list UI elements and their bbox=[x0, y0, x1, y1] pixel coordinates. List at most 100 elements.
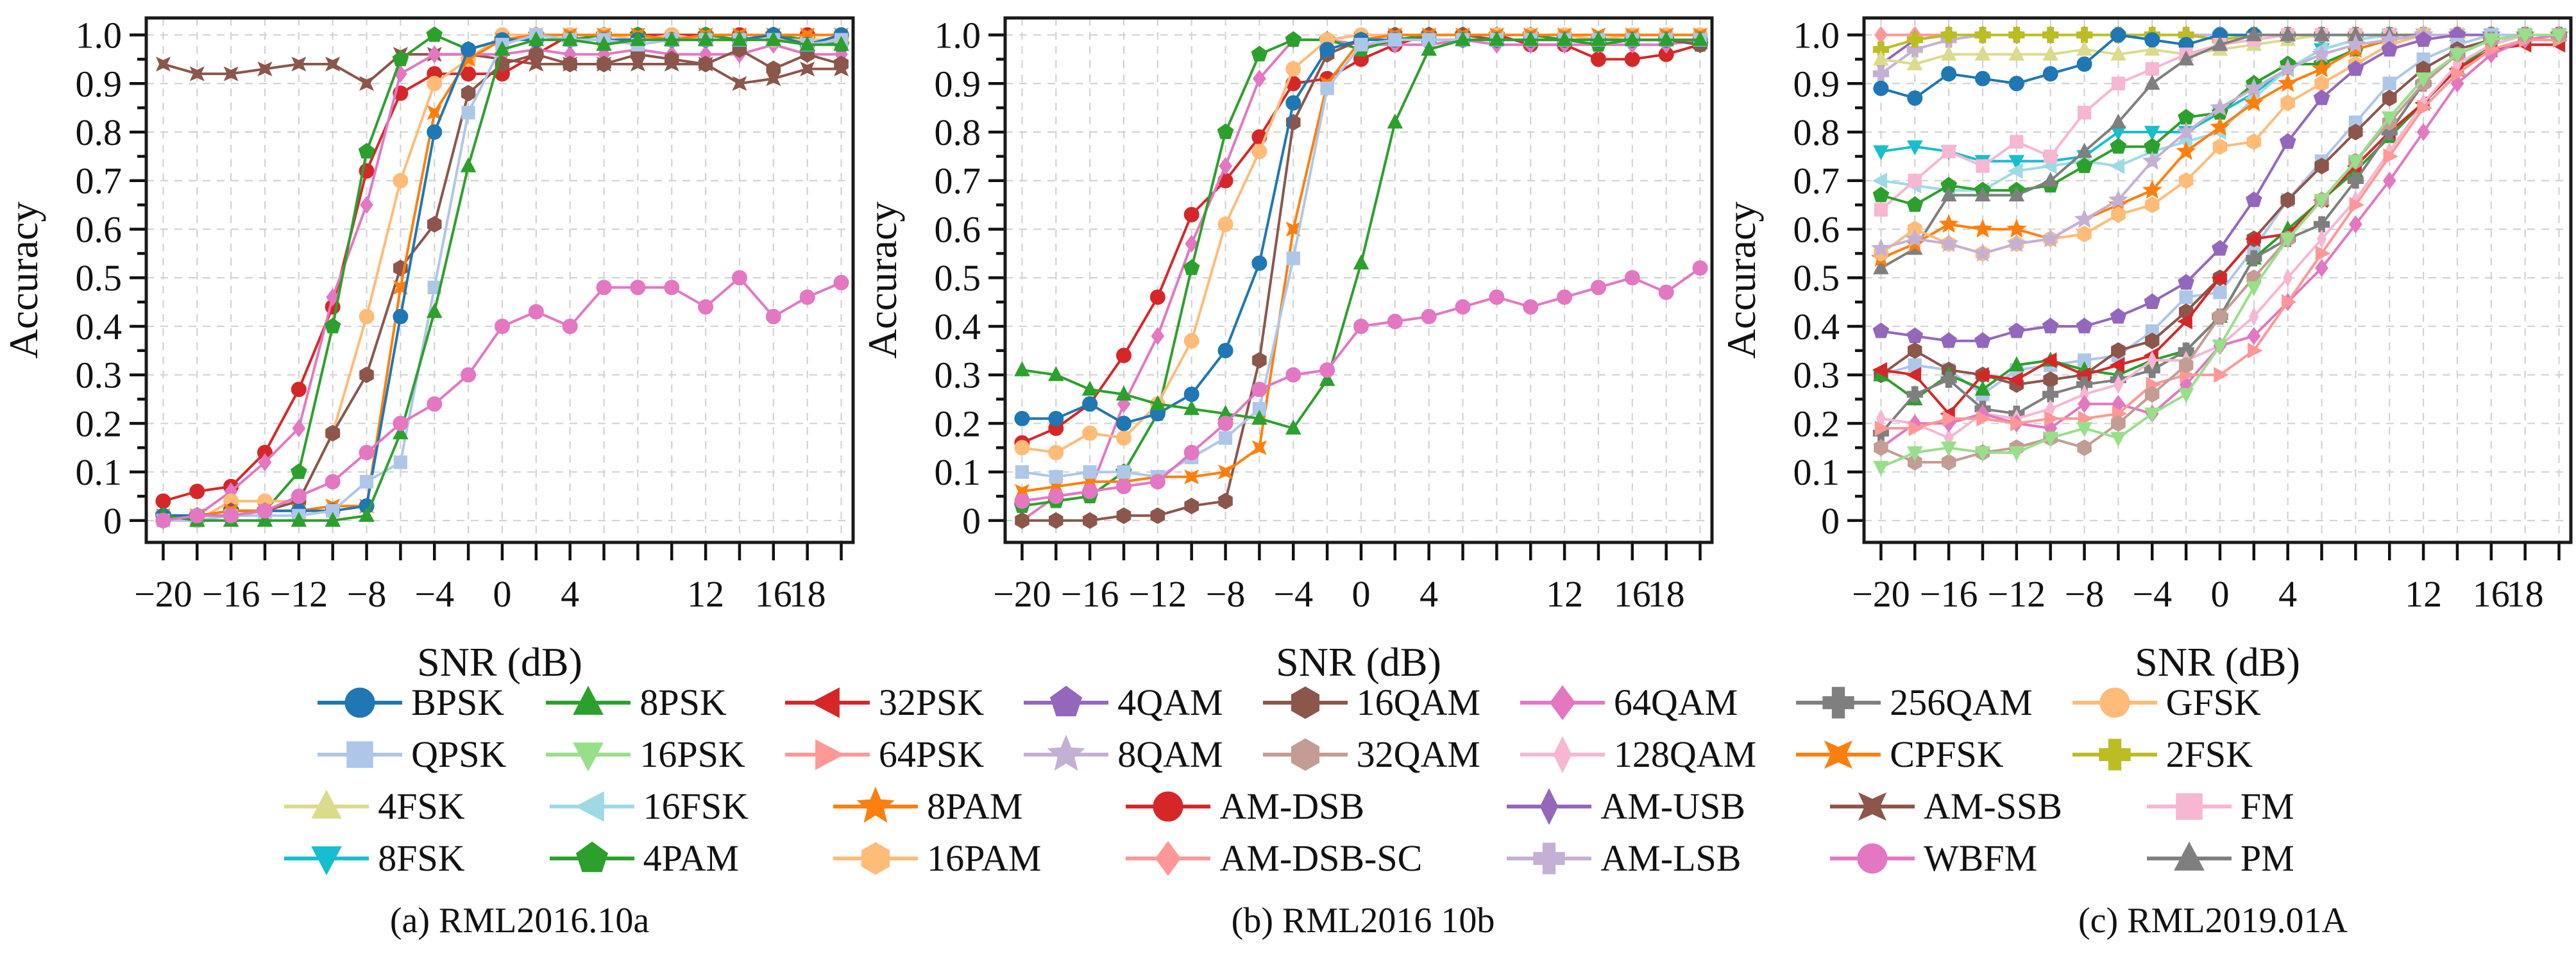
legend-item-AM-SSB: AM-SSB bbox=[1827, 785, 2062, 828]
y-tick-labels: 0 0.1 0.2 0.3 0.4 0.5 0.6 0.7 0.8 0.9 1.0 bbox=[1793, 15, 1840, 542]
legend-item-8FSK: 8FSK bbox=[282, 837, 465, 880]
legend-item-64PSK: 64PSK bbox=[783, 733, 984, 776]
svg-text:1.0: 1.0 bbox=[76, 15, 123, 56]
legend-label-AM-LSB: AM-LSB bbox=[1600, 837, 1741, 879]
svg-text:16: 16 bbox=[1614, 573, 1651, 615]
legend-item-BPSK: BPSK bbox=[315, 681, 506, 724]
FM-marker-icon bbox=[2146, 792, 2232, 820]
svg-text:0: 0 bbox=[1821, 500, 1840, 542]
legend-label-8QAM: 8QAM bbox=[1117, 733, 1223, 775]
legend: BPSK 8PSK 32PSK 4QAM 16QAM 64QAM 256QAM GFSK QPS… bbox=[0, 681, 2576, 880]
legend-label-32PSK: 32PSK bbox=[878, 682, 985, 723]
legend-item-AM-LSB: AM-LSB bbox=[1504, 837, 1745, 880]
svg-text:−12: −12 bbox=[1128, 573, 1187, 615]
WBFM-marker-icon bbox=[1829, 843, 1915, 873]
8QAM-marker-icon bbox=[1024, 734, 1109, 771]
svg-text:−8: −8 bbox=[2065, 573, 2105, 615]
AM-DSB-marker-icon bbox=[1126, 791, 1211, 821]
legend-label-16QAM: 16QAM bbox=[1356, 682, 1480, 723]
AM-SSB-marker-icon bbox=[1829, 792, 1915, 821]
svg-text:0.7: 0.7 bbox=[935, 160, 981, 202]
svg-text:0.3: 0.3 bbox=[1793, 355, 1840, 396]
legend-item-32PSK: 32PSK bbox=[783, 681, 984, 724]
svg-text:4: 4 bbox=[2278, 573, 2297, 615]
legend-item-8PAM: 8PAM bbox=[831, 785, 1041, 828]
svg-text:0.7: 0.7 bbox=[1793, 160, 1840, 202]
svg-text:16: 16 bbox=[2473, 573, 2510, 615]
svg-text:−16: −16 bbox=[202, 573, 260, 615]
legend-item-4PAM: 4PAM bbox=[547, 837, 749, 880]
svg-text:0.4: 0.4 bbox=[1793, 306, 1840, 347]
legend-item-8PSK: 8PSK bbox=[543, 681, 745, 724]
svg-text:0.2: 0.2 bbox=[1793, 403, 1840, 444]
legend-label-4FSK: 4FSK bbox=[378, 785, 465, 827]
svg-text:−8: −8 bbox=[347, 573, 387, 615]
legend-rows-1-2: BPSK 8PSK 32PSK 4QAM 16QAM 64QAM 256QAM GFSK QPS… bbox=[0, 681, 2576, 776]
svg-text:0.1: 0.1 bbox=[76, 451, 123, 493]
svg-text:−4: −4 bbox=[1273, 573, 1313, 615]
4FSK-marker-icon bbox=[284, 789, 369, 819]
legend-label-AM-USB: AM-USB bbox=[1600, 785, 1745, 827]
QPSK-marker-icon bbox=[318, 741, 403, 768]
series-8PSK bbox=[1014, 31, 1708, 435]
legend-label-16FSK: 16FSK bbox=[643, 785, 749, 827]
svg-text:18: 18 bbox=[789, 573, 826, 615]
series-WBFM bbox=[1014, 260, 1708, 509]
legend-item-PM: PM bbox=[2144, 837, 2294, 880]
x-axis-title: SNR (dB) bbox=[417, 639, 582, 685]
svg-text:18: 18 bbox=[1648, 573, 1685, 615]
legend-item-2FSK: 2FSK bbox=[2070, 733, 2261, 776]
x-axis-title: SNR (dB) bbox=[1276, 639, 1441, 685]
y-tick-labels: 0 0.1 0.2 0.3 0.4 0.5 0.6 0.7 0.8 0.9 1.0 bbox=[935, 15, 981, 542]
legend-label-AM-SSB: AM-SSB bbox=[1923, 785, 2062, 827]
svg-text:0.8: 0.8 bbox=[1793, 112, 1840, 153]
svg-text:0.6: 0.6 bbox=[935, 208, 981, 250]
legend-item-256QAM: 256QAM bbox=[1793, 681, 2033, 724]
AM-LSB-marker-icon bbox=[1507, 842, 1592, 874]
y-tick-labels: 0 0.1 0.2 0.3 0.4 0.5 0.6 0.7 0.8 0.9 1.0 bbox=[76, 15, 123, 542]
legend-label-64QAM: 64QAM bbox=[1613, 682, 1738, 723]
legend-item-16PSK: 16PSK bbox=[543, 733, 745, 776]
legend-item-QPSK: QPSK bbox=[315, 733, 506, 776]
svg-text:0.3: 0.3 bbox=[76, 355, 123, 396]
legend-label-BPSK: BPSK bbox=[411, 682, 505, 723]
legend-label-32QAM: 32QAM bbox=[1356, 733, 1480, 775]
legend-label-FM: FM bbox=[2240, 785, 2294, 827]
legend-label-128QAM: 128QAM bbox=[1613, 733, 1757, 775]
svg-text:12: 12 bbox=[687, 573, 724, 615]
legend-item-16QAM: 16QAM bbox=[1260, 681, 1480, 724]
legend-label-GFSK: GFSK bbox=[2165, 682, 2261, 723]
4PAM-marker-icon bbox=[549, 841, 634, 872]
axis-ticks bbox=[130, 33, 843, 560]
legend-label-16PSK: 16PSK bbox=[640, 733, 745, 775]
svg-text:0.3: 0.3 bbox=[935, 355, 981, 396]
series-AM-DSB bbox=[155, 27, 849, 509]
svg-text:0.5: 0.5 bbox=[1793, 257, 1840, 299]
128QAM-marker-icon bbox=[1520, 735, 1605, 773]
caption-b: (b) RML2016 10b bbox=[1231, 901, 1495, 941]
32QAM-marker-icon bbox=[1262, 738, 1348, 771]
series-WBFM bbox=[155, 270, 849, 528]
x-axis-title: SNR (dB) bbox=[2135, 639, 2300, 685]
8FSK-marker-icon bbox=[284, 846, 369, 875]
svg-text:0.5: 0.5 bbox=[935, 257, 981, 299]
legend-item-AM-DSB-SC: AM-DSB-SC bbox=[1123, 837, 1422, 880]
svg-text:−12: −12 bbox=[269, 573, 328, 615]
svg-text:0: 0 bbox=[962, 500, 981, 542]
svg-text:18: 18 bbox=[2507, 573, 2544, 615]
svg-text:0: 0 bbox=[493, 573, 511, 615]
svg-text:0.2: 0.2 bbox=[76, 403, 123, 444]
16FSK-marker-icon bbox=[549, 791, 634, 822]
svg-text:0.6: 0.6 bbox=[76, 208, 123, 250]
svg-text:−20: −20 bbox=[1852, 573, 1910, 615]
svg-text:0: 0 bbox=[103, 500, 122, 542]
2FSK-marker-icon bbox=[2072, 738, 2157, 771]
legend-item-64QAM: 64QAM bbox=[1518, 681, 1756, 724]
svg-text:4: 4 bbox=[1419, 573, 1438, 615]
legend-label-CPFSK: CPFSK bbox=[1890, 733, 2004, 775]
legend-item-4QAM: 4QAM bbox=[1021, 681, 1223, 724]
